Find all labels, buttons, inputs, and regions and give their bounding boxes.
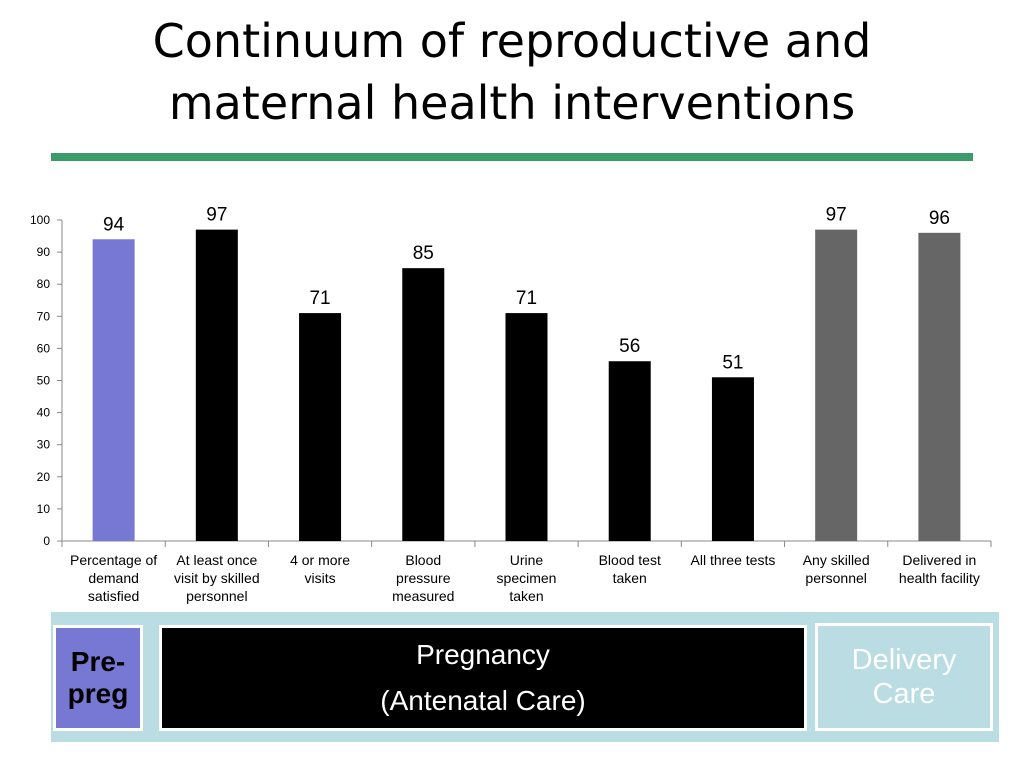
y-tick-label: 80 <box>37 277 51 291</box>
title-divider <box>51 153 973 161</box>
category-label-line: Any skilled <box>803 552 870 568</box>
phase-pre-line-2: preg <box>67 678 129 709</box>
bar <box>918 232 961 541</box>
y-tick-label: 50 <box>37 374 51 388</box>
phase-pregnancy-line-1: Pregnancy <box>416 639 550 670</box>
phase-prepregnancy: Pre- preg <box>53 625 143 731</box>
chart-bars <box>92 229 961 541</box>
category-label-line: health facility <box>899 570 980 586</box>
bar <box>505 313 548 541</box>
category-label-line: specimen <box>497 570 557 586</box>
category-label: Percentage of demand satisfied <box>70 552 157 604</box>
y-tick-label: 20 <box>37 470 51 484</box>
category-label-line: visit by skilled <box>174 570 260 586</box>
bar <box>195 229 238 541</box>
category-label-line: personnel <box>805 570 867 586</box>
category-label-line: personnel <box>186 588 248 604</box>
chart-labels: 94 Percentage of demand satisfied 97 At least… <box>70 205 980 604</box>
category-label-line: visits <box>304 570 335 586</box>
category-label-line: Blood test <box>599 552 661 568</box>
category-label-line: taken <box>613 570 647 586</box>
bar <box>815 229 858 541</box>
category-label-line: All three tests <box>691 552 776 568</box>
phase-pregnancy: Pregnancy (Antenatal Care) <box>159 625 807 731</box>
category-label-line: satisfied <box>88 588 139 604</box>
data-label: 85 <box>413 243 434 264</box>
category-label: At least once visit by skilled personnel <box>174 552 260 604</box>
category-label: All three tests <box>691 552 776 568</box>
category-label-line: At least once <box>176 552 257 568</box>
category-label: 4 or more visits <box>290 552 350 586</box>
bar <box>92 239 135 541</box>
category-label-line: Delivered in <box>902 552 976 568</box>
category-label: Blood pressure measured <box>392 552 454 604</box>
bar <box>608 361 651 541</box>
category-label-line: Blood <box>405 552 441 568</box>
data-label: 94 <box>103 214 125 235</box>
y-tick-label: 40 <box>37 406 51 420</box>
category-label: Blood test taken <box>599 552 661 586</box>
category-label-line: measured <box>392 588 454 604</box>
y-tick-label: 60 <box>37 341 51 355</box>
title-line-2: maternal health interventions <box>168 76 856 130</box>
data-label: 71 <box>516 288 537 309</box>
category-label-line: Urine <box>510 552 544 568</box>
data-label: 97 <box>206 205 227 226</box>
category-label: Any skilled personnel <box>803 552 870 586</box>
y-tick-label: 10 <box>37 502 51 516</box>
data-label: 56 <box>619 336 640 357</box>
y-tick-label: 100 <box>30 213 50 227</box>
title-line-1: Continuum of reproductive and <box>152 14 872 68</box>
y-tick-label: 70 <box>37 309 51 323</box>
phase-delivery-line-2: Care <box>872 678 936 710</box>
category-label: Urine specimen taken <box>497 552 557 604</box>
y-tick-label: 90 <box>37 245 51 259</box>
slide-title: Continuum of reproductive and maternal h… <box>0 10 1024 134</box>
category-label-line: taken <box>509 588 543 604</box>
data-label: 51 <box>722 352 743 373</box>
category-label: Delivered in health facility <box>899 552 980 586</box>
bar <box>711 377 754 541</box>
bar-chart: 0 10 20 30 40 50 60 70 80 90 100 94 Percentage of de… <box>30 205 992 604</box>
data-label: 97 <box>826 205 847 226</box>
y-tick-label: 0 <box>43 534 50 548</box>
bar <box>402 268 445 541</box>
y-tick-label: 30 <box>37 438 51 452</box>
phase-delivery: Delivery Care <box>815 623 993 731</box>
category-label-line: 4 or more <box>290 552 350 568</box>
data-label: 96 <box>929 208 950 229</box>
phase-delivery-line-1: Delivery <box>851 644 957 676</box>
phase-pre-line-1: Pre- <box>70 646 126 677</box>
phase-pregnancy-line-2: (Antenatal Care) <box>380 685 586 716</box>
category-label-line: Percentage of <box>70 552 157 568</box>
category-label-line: pressure <box>396 570 451 586</box>
category-label-line: demand <box>88 570 139 586</box>
data-label: 71 <box>309 288 330 309</box>
bar <box>299 313 342 541</box>
